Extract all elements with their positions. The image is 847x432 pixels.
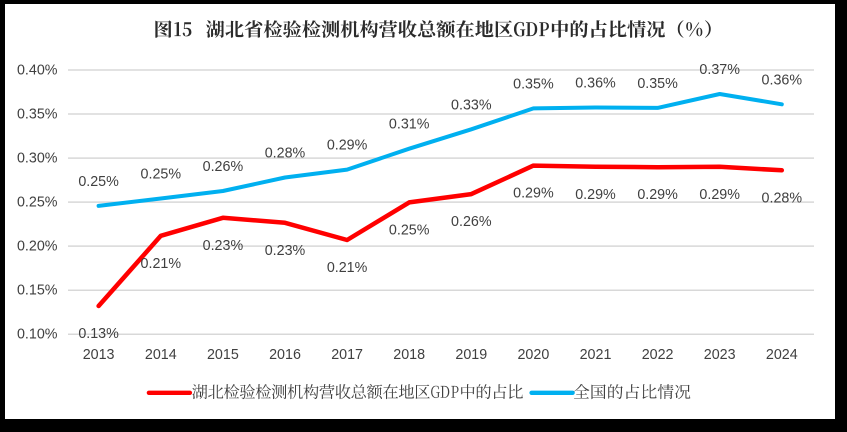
svg-text:0.29%: 0.29% [513,186,554,202]
svg-text:0.26%: 0.26% [203,159,244,175]
svg-text:0.29%: 0.29% [575,187,616,203]
svg-text:0.31%: 0.31% [389,117,430,133]
svg-text:0.10%: 0.10% [17,327,58,343]
svg-text:2017: 2017 [331,347,363,363]
svg-text:0.35%: 0.35% [513,76,554,92]
svg-text:0.29%: 0.29% [327,138,368,154]
svg-text:0.28%: 0.28% [265,146,306,162]
svg-text:0.15%: 0.15% [17,283,58,299]
svg-text:0.36%: 0.36% [762,72,803,88]
svg-text:0.25%: 0.25% [389,222,430,238]
svg-text:2020: 2020 [517,347,549,363]
svg-text:0.23%: 0.23% [203,238,244,254]
svg-text:0.20%: 0.20% [17,239,58,255]
svg-text:2024: 2024 [766,347,798,363]
svg-text:0.40%: 0.40% [17,62,58,78]
svg-text:2021: 2021 [580,347,612,363]
svg-text:2018: 2018 [393,347,425,363]
svg-text:0.30%: 0.30% [17,151,58,167]
svg-text:0.21%: 0.21% [141,256,182,272]
svg-text:2014: 2014 [145,347,177,363]
svg-text:0.35%: 0.35% [17,106,58,122]
svg-text:0.28%: 0.28% [762,190,803,206]
svg-text:2015: 2015 [207,347,239,363]
svg-text:0.13%: 0.13% [78,326,119,342]
svg-text:0.33%: 0.33% [451,97,492,113]
svg-text:0.23%: 0.23% [265,243,306,259]
svg-text:0.35%: 0.35% [637,76,678,92]
svg-text:2019: 2019 [455,347,487,363]
svg-text:0.36%: 0.36% [575,76,616,92]
svg-text:0.25%: 0.25% [17,195,58,211]
svg-text:2016: 2016 [269,347,301,363]
svg-text:2023: 2023 [704,347,736,363]
svg-text:0.37%: 0.37% [699,62,740,78]
svg-text:0.25%: 0.25% [141,167,182,183]
svg-text:2013: 2013 [83,347,115,363]
svg-text:2022: 2022 [642,347,674,363]
svg-text:0.26%: 0.26% [451,214,492,230]
svg-text:0.29%: 0.29% [699,187,740,203]
svg-text:0.21%: 0.21% [327,260,368,276]
svg-text:0.29%: 0.29% [637,187,678,203]
svg-text:0.25%: 0.25% [78,174,119,190]
